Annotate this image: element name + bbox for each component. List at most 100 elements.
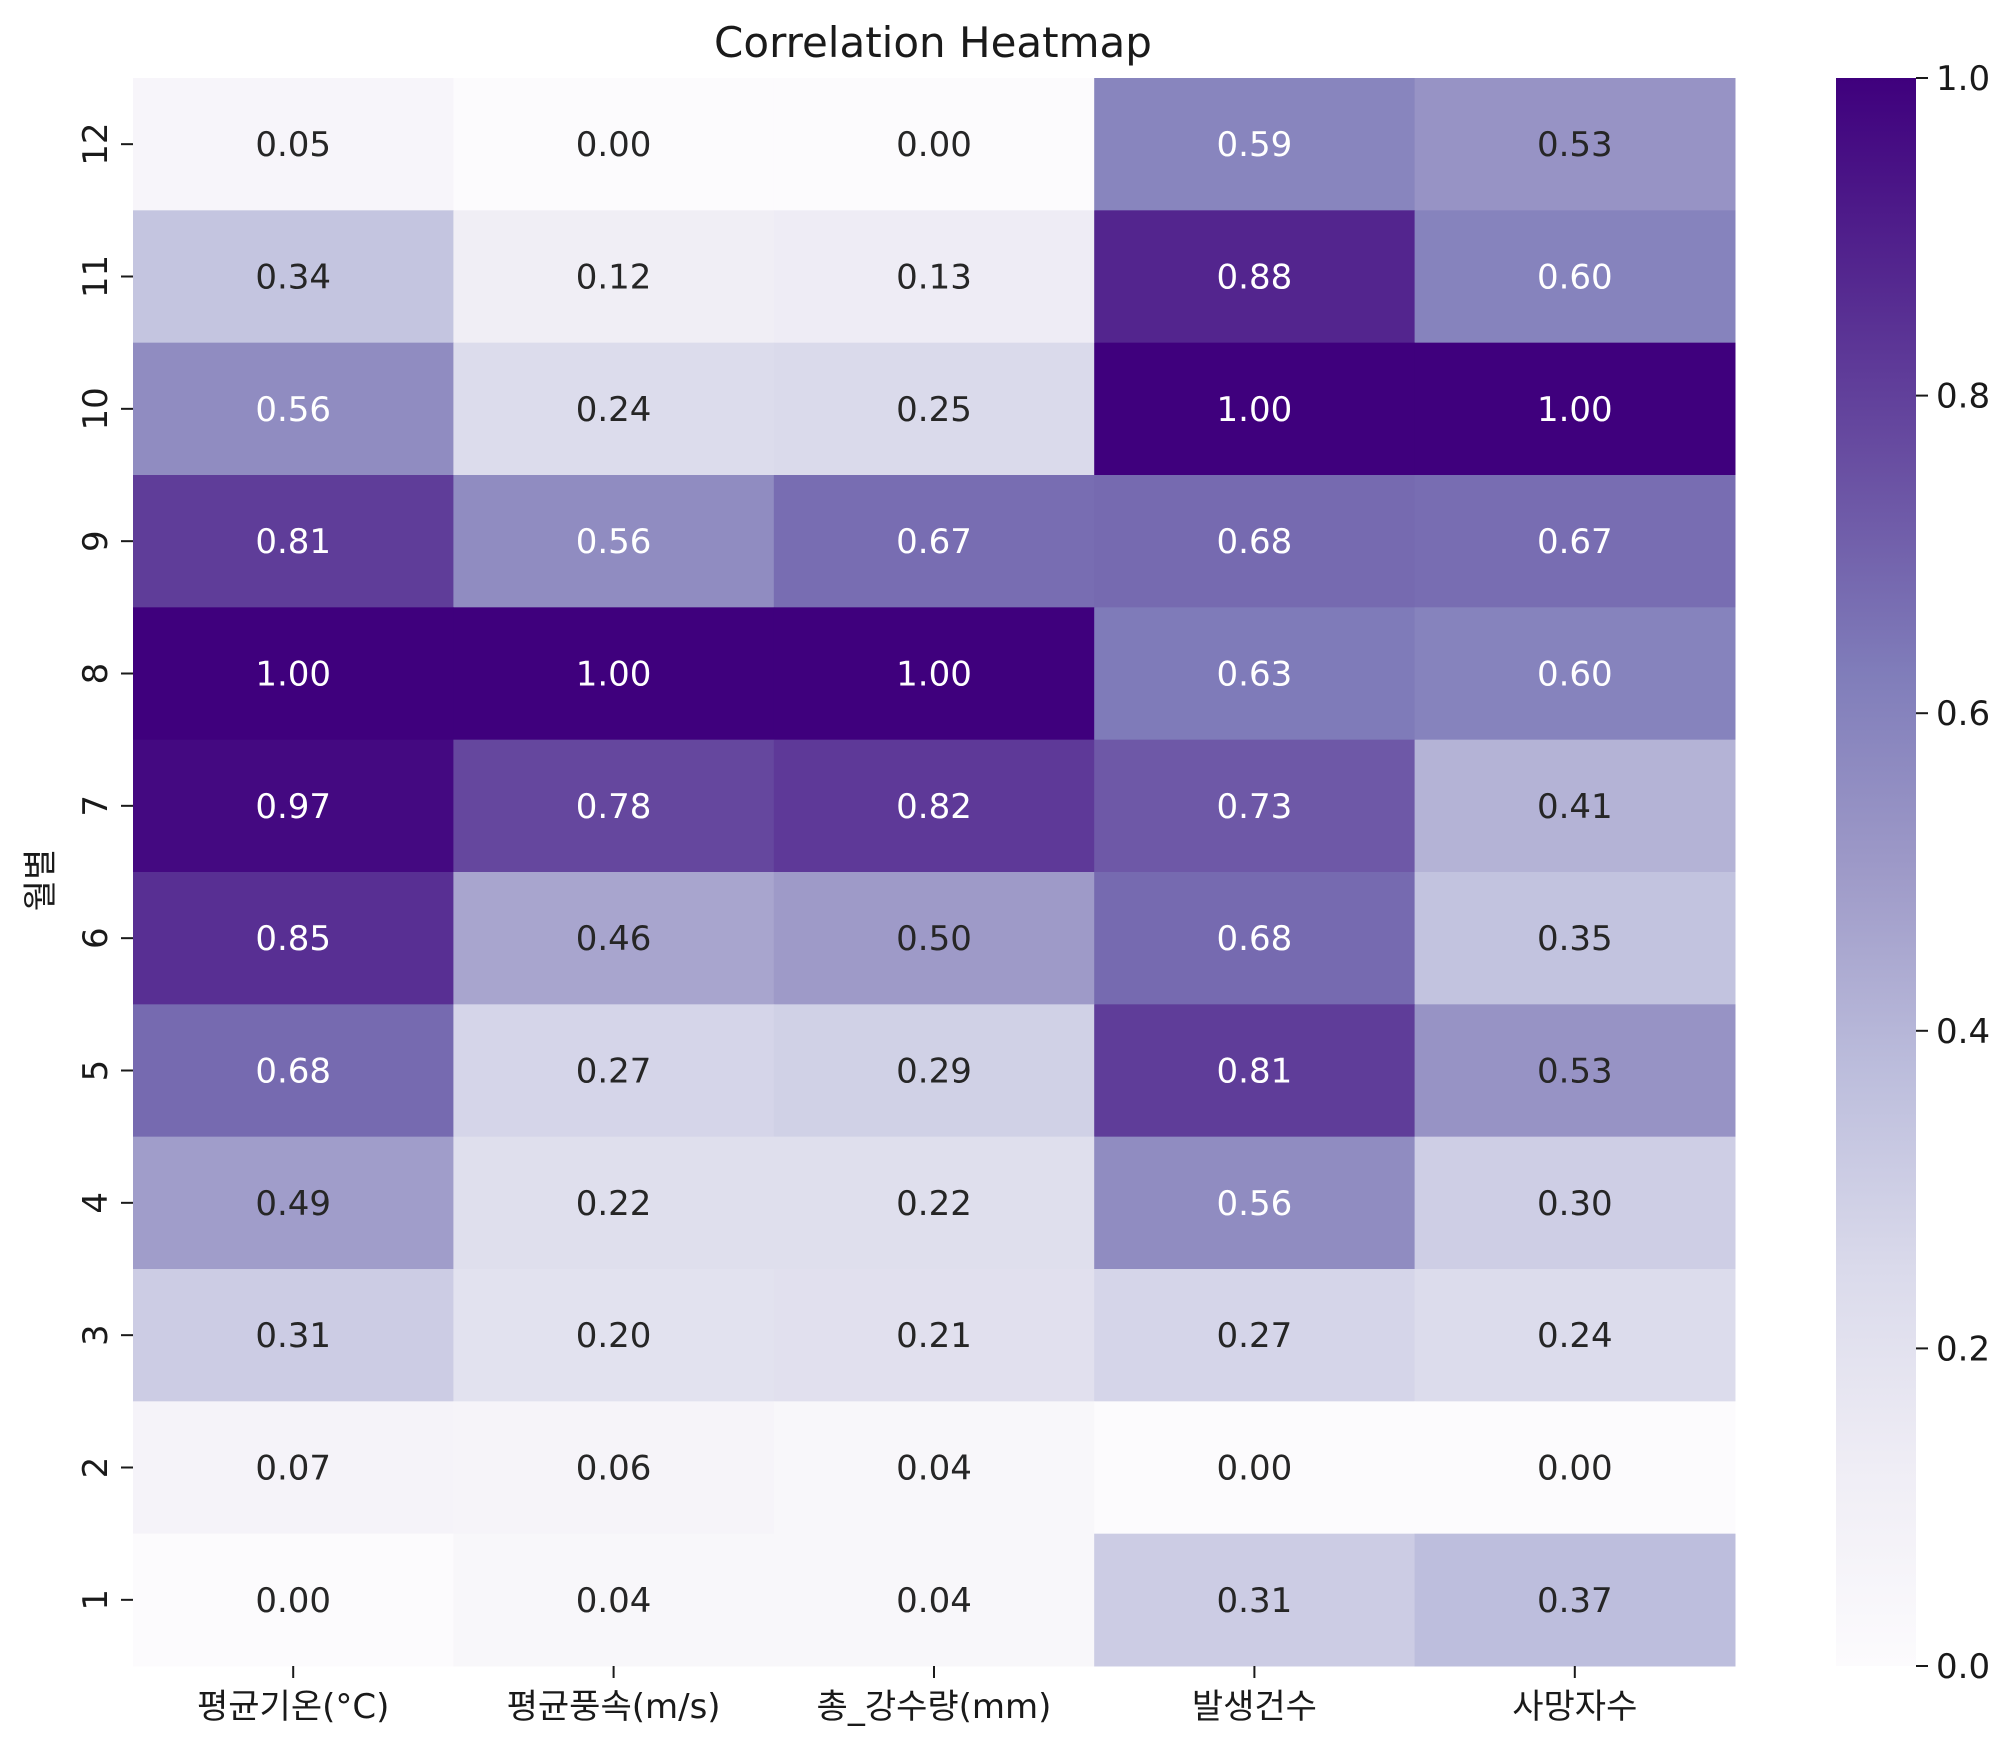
row-tick-label: 9: [76, 530, 116, 552]
heatmap-cell: [1414, 739, 1736, 873]
heatmap-cell: [773, 210, 1095, 344]
cell-value-label: 0.85: [255, 919, 331, 959]
heatmap-cell: [133, 607, 454, 741]
cell-value-label: 0.82: [896, 787, 972, 827]
cell-value-label: 0.56: [576, 522, 652, 562]
heatmap-cell: [773, 78, 1095, 211]
cell-value-label: 0.56: [255, 390, 331, 430]
row-tick-label: 12: [76, 123, 116, 166]
heatmap-cell: [133, 1533, 454, 1667]
colorbar-tick-label: 0.4: [1936, 1012, 1990, 1052]
column-tick-label: 평균풍속(m/s): [507, 1687, 721, 1727]
heatmap-cell: [1414, 1004, 1736, 1138]
colorbar-tick-label: 0.2: [1936, 1329, 1990, 1369]
heatmap-cell: [773, 342, 1095, 476]
column-tick-label: 총_강수량(mm): [817, 1687, 1052, 1727]
row-tick-label: 6: [76, 927, 116, 949]
cell-value-label: 0.04: [896, 1581, 972, 1621]
heatmap-cell: [133, 342, 454, 476]
cell-value-label: 0.81: [255, 522, 331, 562]
colorbar-tick-label: 0.0: [1936, 1647, 1990, 1687]
row-tick-label: 10: [76, 387, 116, 430]
heatmap-cell: [1414, 1401, 1736, 1535]
heatmap-cell: [1414, 607, 1736, 741]
cell-value-label: 0.50: [896, 919, 972, 959]
heatmap-cell: [1414, 1136, 1736, 1270]
cell-value-label: 0.04: [896, 1449, 972, 1489]
cell-value-label: 0.24: [1537, 1316, 1613, 1356]
cell-value-label: 0.60: [1537, 258, 1613, 298]
heatmap-cell: [453, 739, 775, 873]
heatmap-cell: [453, 1004, 775, 1138]
cell-value-label: 0.53: [1537, 1052, 1613, 1092]
cell-value-label: 0.88: [1217, 258, 1293, 298]
heatmap-cell: [773, 872, 1095, 1005]
cell-value-label: 0.34: [255, 258, 331, 298]
cell-value-label: 0.13: [896, 258, 972, 298]
cell-value-label: 0.81: [1217, 1052, 1293, 1092]
cell-value-label: 0.00: [1537, 1449, 1613, 1489]
heatmap-cell: [453, 607, 775, 741]
cell-value-label: 1.00: [896, 655, 972, 695]
row-tick-label: 1: [76, 1589, 116, 1611]
heatmap-cell: [1094, 475, 1416, 608]
heatmap-cell: [773, 739, 1095, 873]
heatmap-cell: [1094, 1269, 1416, 1402]
cell-value-label: 0.21: [896, 1316, 972, 1356]
colorbar: [1836, 78, 1916, 1666]
cell-value-label: 0.00: [1217, 1449, 1293, 1489]
cell-value-label: 0.41: [1537, 787, 1613, 827]
row-tick-label: 3: [76, 1324, 116, 1346]
heatmap-cell: [1414, 475, 1736, 608]
cell-value-label: 0.67: [1537, 522, 1613, 562]
cell-value-label: 0.04: [576, 1581, 652, 1621]
chart-title: Correlation Heatmap: [714, 18, 1152, 67]
heatmap-cell: [453, 1401, 775, 1535]
cell-value-label: 0.73: [1217, 787, 1293, 827]
heatmap-cell: [1094, 78, 1416, 211]
heatmap-cell: [133, 739, 454, 873]
heatmap-cell: [453, 475, 775, 608]
cell-value-label: 0.59: [1217, 125, 1293, 165]
heatmap-cell: [133, 872, 454, 1005]
cell-value-label: 0.05: [255, 125, 331, 165]
y-axis-label: 월별: [21, 849, 61, 912]
cell-value-label: 0.00: [896, 125, 972, 165]
heatmap-cell: [1414, 342, 1736, 476]
heatmap-cell: [773, 1533, 1095, 1667]
cell-value-label: 0.12: [576, 258, 652, 298]
heatmap-cell: [453, 1533, 775, 1667]
cell-value-label: 0.22: [896, 1184, 972, 1224]
heatmap-cell: [453, 872, 775, 1005]
cell-value-label: 0.37: [1537, 1581, 1613, 1621]
row-tick-label: 5: [76, 1060, 116, 1082]
cell-value-label: 0.00: [576, 125, 652, 165]
heatmap-cell: [1094, 1004, 1416, 1138]
column-tick-labels: 평균기온(°C) 평균풍속(m/s) 총_강수량(mm) 발생건수 사망자수: [197, 1666, 1637, 1727]
column-tick-label: 사망자수: [1512, 1687, 1637, 1727]
cell-value-label: 0.31: [255, 1316, 331, 1356]
heatmap-cell: [453, 78, 775, 211]
heatmap-cell: [1414, 1533, 1736, 1667]
cell-value-label: 1.00: [1537, 390, 1613, 430]
cell-value-label: 0.07: [255, 1449, 331, 1489]
heatmap-cell: [773, 607, 1095, 741]
heatmap-cell: [1094, 872, 1416, 1005]
heatmap-cell: [1094, 210, 1416, 344]
heatmap-cell: [133, 1136, 454, 1270]
cell-value-label: 0.20: [576, 1316, 652, 1356]
colorbar-tick-label: 0.6: [1936, 694, 1990, 734]
cell-value-label: 0.25: [896, 390, 972, 430]
cell-value-label: 0.00: [255, 1581, 331, 1621]
heatmap-cell: [773, 475, 1095, 608]
cell-value-label: 0.56: [1217, 1184, 1293, 1224]
cell-value-label: 1.00: [576, 655, 652, 695]
cell-value-label: 0.67: [896, 522, 972, 562]
cell-value-label: 1.00: [1217, 390, 1293, 430]
heatmap-cell: [1414, 210, 1736, 344]
cell-value-label: 0.78: [576, 787, 652, 827]
heatmap-cell: [1414, 78, 1736, 211]
colorbar-tick-label: 1.0: [1936, 59, 1990, 99]
heatmap-cell: [1094, 739, 1416, 873]
heatmap-cell: [1094, 342, 1416, 476]
